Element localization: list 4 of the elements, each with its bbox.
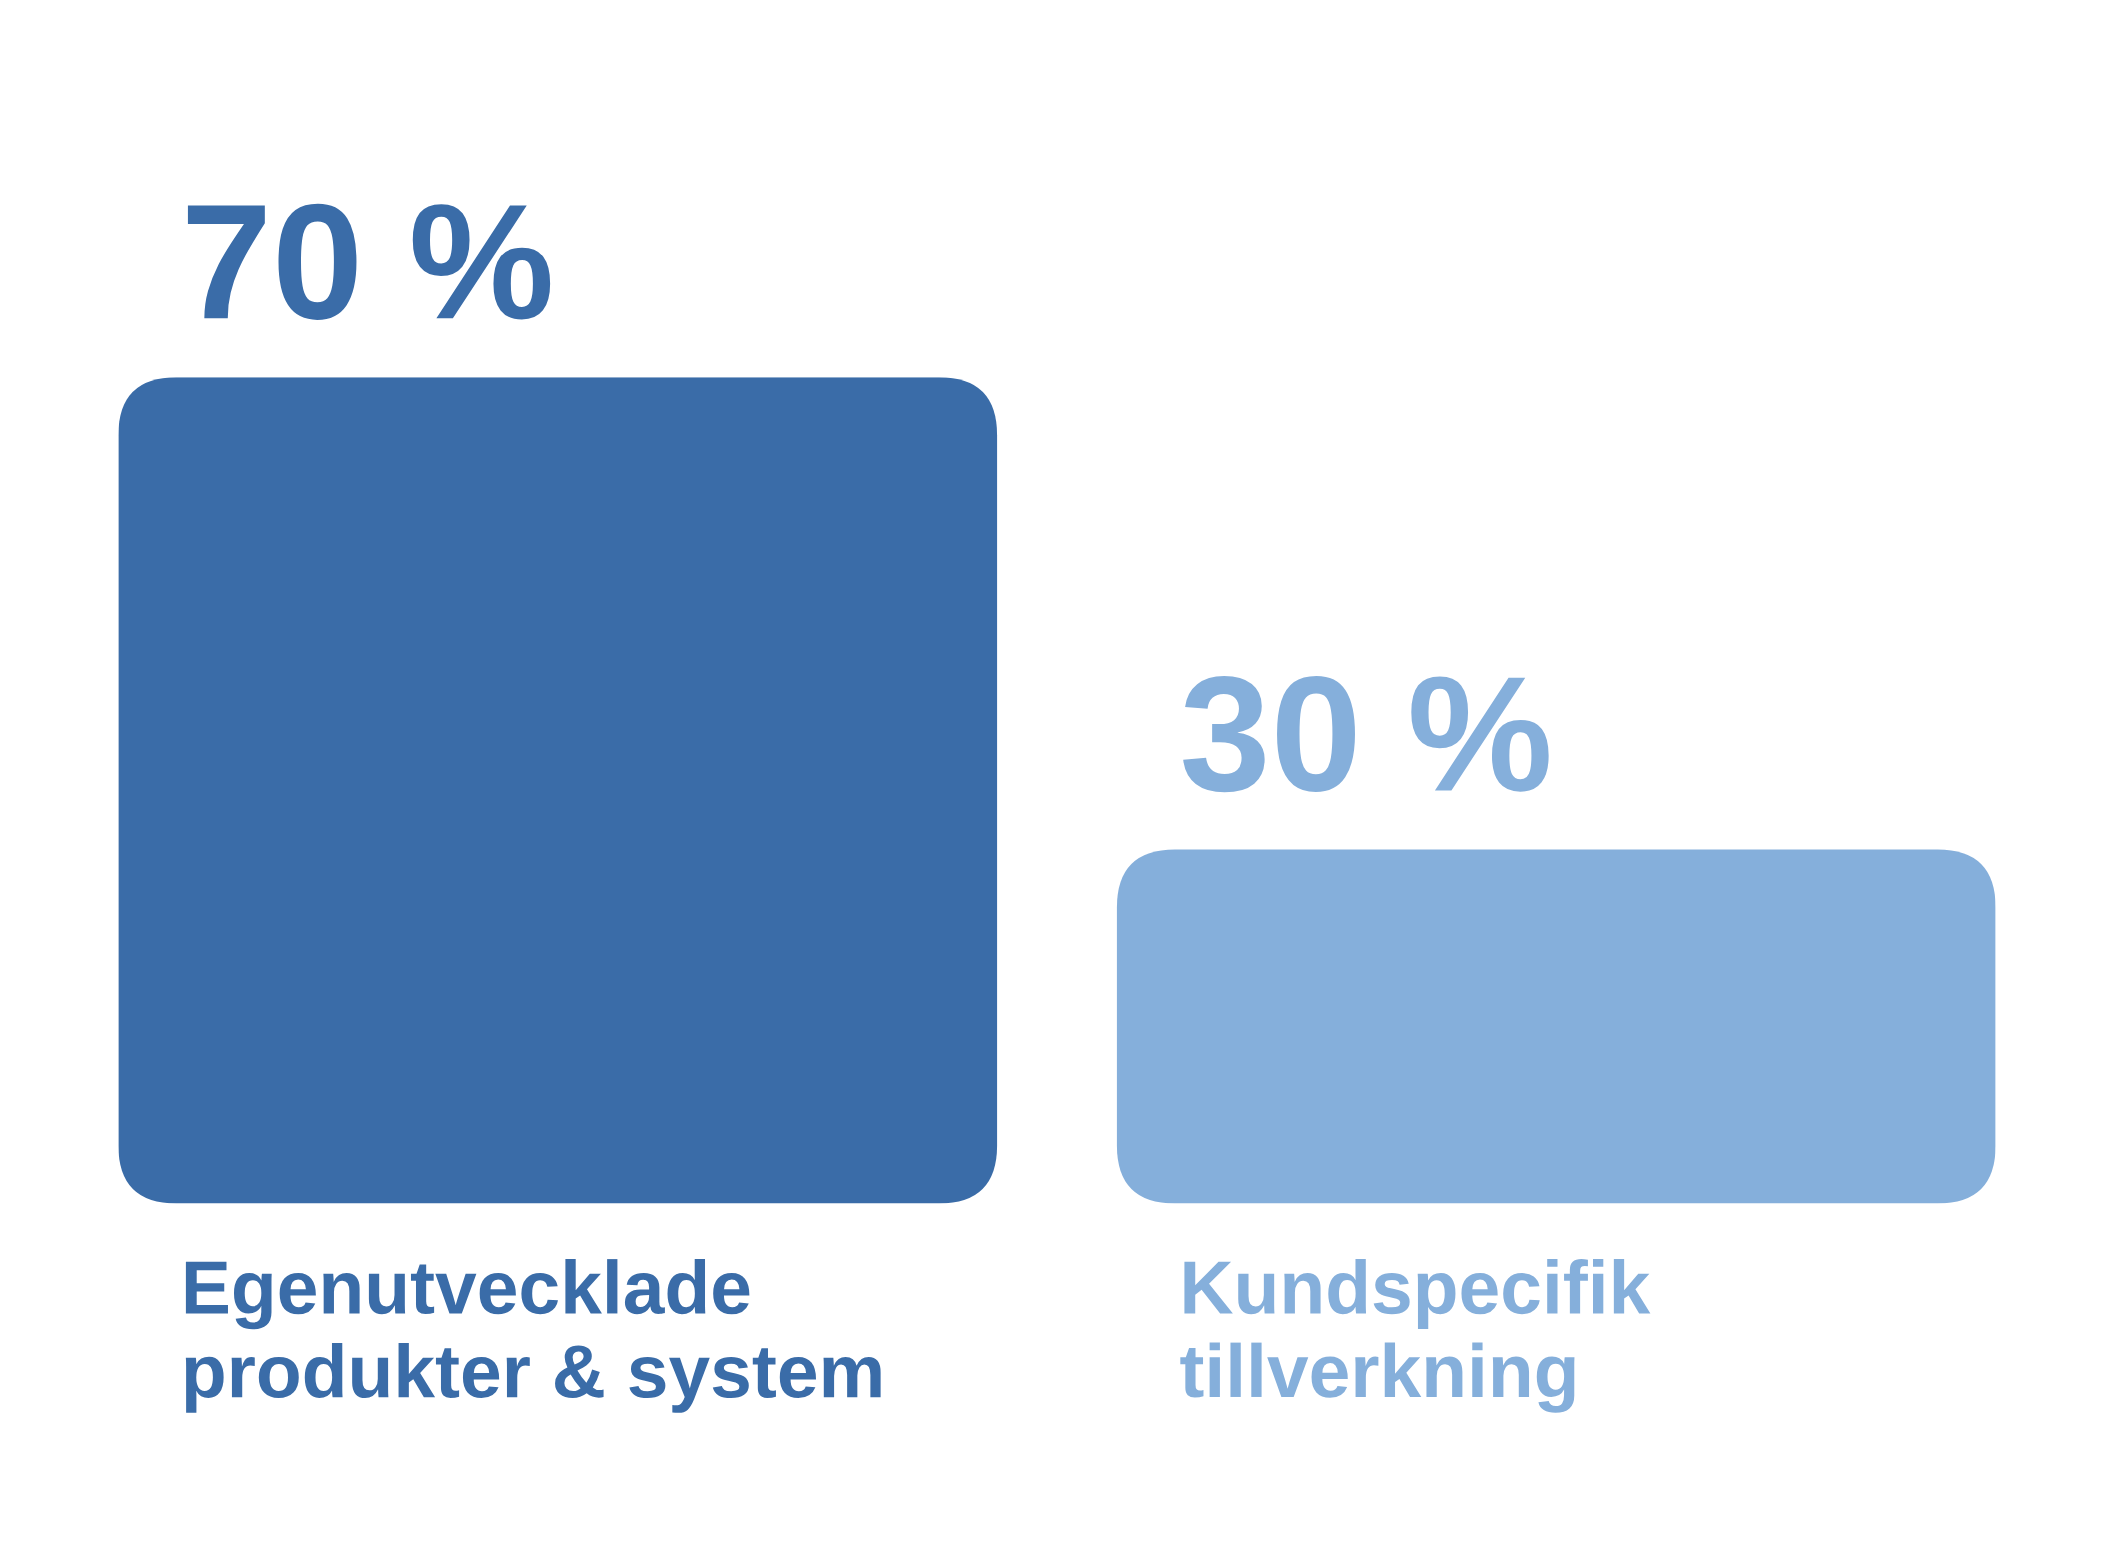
data-label: 70 % [187,203,551,320]
data-label: 30 % [1183,675,1549,793]
x-tick-label: Kundspecifik tillverkning [1180,1259,1651,1413]
x-tick-label: Egenutvecklade produkter & system [185,1259,881,1413]
